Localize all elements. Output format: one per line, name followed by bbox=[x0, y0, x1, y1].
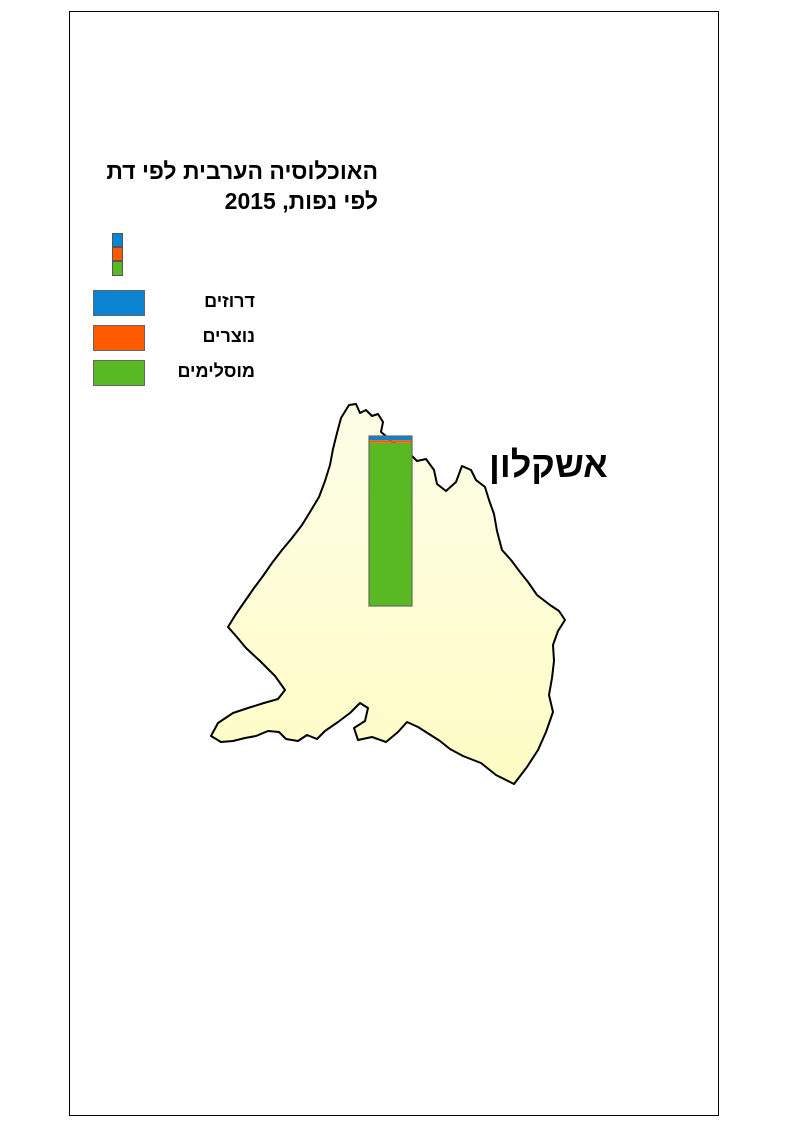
map-title-line1: האוכלוסיה הערבית לפי דת bbox=[106, 158, 378, 184]
bar-segment-1 bbox=[369, 440, 412, 443]
bar-segment-0 bbox=[369, 442, 412, 606]
region-label-ashkelon: אשקלון bbox=[489, 444, 608, 485]
bar-outline bbox=[368, 435, 413, 607]
stacked-bar-group bbox=[368, 435, 413, 607]
legend-mini-bar-christian bbox=[112, 247, 123, 261]
legend-mini-bar-muslim bbox=[112, 261, 123, 276]
legend-swatch-christian bbox=[93, 325, 145, 351]
map-title-line2: לפי נפות, 2015 bbox=[224, 188, 378, 214]
map-title: האוכלוסיה הערבית לפי דת לפי נפות, 2015 bbox=[106, 156, 378, 216]
legend-swatch-muslim bbox=[93, 360, 145, 386]
map-frame bbox=[69, 11, 719, 1116]
legend-label-druze: דרוזים bbox=[204, 291, 255, 311]
legend-swatch-druze bbox=[93, 290, 145, 316]
legend-label-christian: נוצרים bbox=[202, 326, 255, 346]
legend-mini-bar-druze bbox=[112, 233, 123, 247]
legend-label-muslim: מוסלימים bbox=[177, 361, 255, 381]
bar-segment-2 bbox=[369, 436, 412, 441]
